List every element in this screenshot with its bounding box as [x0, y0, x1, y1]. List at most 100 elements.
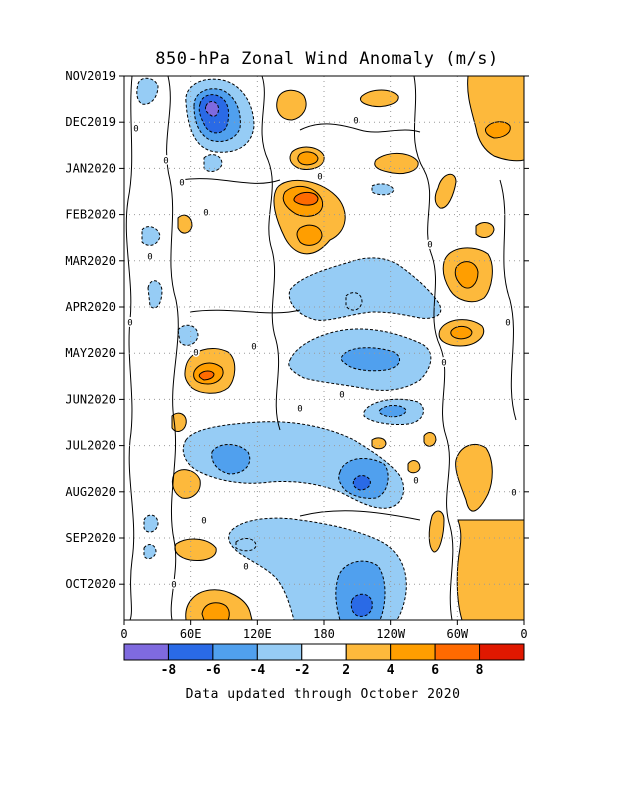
colorbar-tick-label: 2 — [342, 663, 350, 678]
contour-label: 0 — [133, 125, 138, 135]
contour-label: 0 — [127, 319, 132, 329]
contour-label: 0 — [171, 581, 176, 591]
colorbar-swatch — [301, 643, 347, 661]
positive-anomaly-region — [171, 469, 201, 499]
negative-anomaly-region — [235, 538, 257, 552]
positive-anomaly-region — [374, 153, 419, 175]
contour-label: 0 — [201, 517, 206, 527]
contour-label-bg — [412, 475, 420, 485]
positive-anomaly-region — [177, 214, 193, 234]
positive-anomaly-region — [276, 89, 307, 121]
x-tick-label: 180 — [313, 627, 335, 641]
negative-anomaly-region — [211, 444, 251, 475]
positive-anomaly-region — [297, 151, 319, 166]
colorbar-tick-label: -2 — [294, 663, 310, 678]
y-tick-label: MAR2020 — [65, 254, 116, 268]
contour-label-bg — [296, 403, 304, 413]
positive-anomaly-region — [454, 261, 479, 289]
y-tick-label: MAY2020 — [65, 346, 116, 360]
contour-label-bg — [146, 251, 154, 261]
contour-label-bg — [242, 561, 250, 571]
contour-label-bg — [316, 171, 324, 181]
positive-anomaly-region — [371, 437, 387, 450]
positive-anomaly-region — [174, 538, 217, 561]
y-tick-label: JUN2020 — [65, 392, 116, 406]
negative-anomaly-region — [371, 183, 395, 196]
positive-anomaly-region — [475, 222, 495, 238]
negative-anomaly-region — [141, 226, 161, 246]
negative-anomaly-region — [335, 560, 386, 621]
x-tick-label: 120W — [376, 627, 406, 641]
contour-label: 0 — [427, 241, 432, 251]
zero-contour-line — [189, 309, 301, 314]
negative-anomaly-region — [203, 154, 223, 172]
contour-label-bg — [338, 389, 346, 399]
negative-anomaly-region — [378, 405, 407, 418]
y-tick-label: JAN2020 — [65, 161, 116, 175]
negative-anomaly-region — [177, 324, 199, 346]
colorbar-swatch — [212, 643, 258, 661]
zero-contour-line — [179, 178, 281, 184]
y-tick-label: APR2020 — [65, 300, 116, 314]
y-axis: NOV2019 DEC2019 JAN2020 FEB2020 MAR2020 APR20… — [65, 69, 529, 591]
contour-label: 0 — [511, 489, 516, 499]
negative-anomaly-region — [136, 77, 159, 105]
colorbar-swatch — [479, 643, 525, 661]
contour-label-bg — [250, 341, 258, 351]
positive-anomaly-region — [434, 173, 457, 209]
colorbar-tick-label: -6 — [205, 663, 221, 678]
contour-label: 0 — [193, 349, 198, 359]
contour-label-bg — [162, 155, 170, 165]
y-tick-label: FEB2020 — [65, 208, 116, 222]
contour-label-layer: 0 0 0 0 0 0 0 0 0 0 0 0 0 0 0 0 0 0 0 0 — [126, 115, 518, 591]
x-tick-label: 60W — [446, 627, 468, 641]
y-tick-label: OCT2020 — [65, 577, 116, 591]
chart-title: 850-hPa Zonal Wind Anomaly (m/s) — [155, 49, 499, 69]
negative-anomaly-region — [143, 514, 159, 533]
colorbar-swatch — [434, 643, 481, 661]
colorbar-tick-label: -8 — [161, 663, 177, 678]
colorbar-tick-label: 6 — [431, 663, 439, 678]
y-tick-label: DEC2019 — [65, 115, 116, 129]
zero-contour-line — [299, 510, 421, 521]
negative-anomaly-region — [147, 280, 163, 309]
contour-label: 0 — [163, 157, 168, 167]
positive-anomaly-region — [485, 121, 511, 139]
contour-label: 0 — [505, 319, 510, 329]
y-tick-label: AUG2020 — [65, 485, 116, 499]
contour-label-bg — [440, 357, 448, 367]
colorbar-swatch — [256, 643, 303, 661]
positive-anomaly-region — [198, 370, 215, 381]
positive-anomaly-region — [455, 444, 493, 512]
footer-note: Data updated through October 2020 — [186, 687, 461, 702]
contour-label: 0 — [203, 209, 208, 219]
colorbar-swatch — [167, 643, 214, 661]
colorbar-tick-label: 8 — [476, 663, 484, 678]
contour-label: 0 — [251, 343, 256, 353]
zero-contour-layer — [125, 75, 517, 621]
contour-label: 0 — [243, 563, 248, 573]
negative-anomaly-region — [205, 101, 219, 117]
contour-label-bg — [192, 347, 200, 357]
colorbar-swatch — [123, 643, 169, 661]
negative-anomaly-region — [345, 292, 363, 311]
positive-anomaly-region — [407, 460, 421, 474]
positive-anomaly-region — [293, 191, 319, 206]
contour-label: 0 — [297, 405, 302, 415]
contour-label-bg — [426, 239, 434, 249]
x-tick-label: 120E — [243, 627, 272, 641]
zero-contour-line — [261, 75, 281, 431]
contour-label: 0 — [147, 253, 152, 263]
zero-contour-line — [166, 75, 179, 621]
colorbar: -8 -6 -4 -2 2 4 6 8 — [123, 643, 525, 678]
contour-label-bg — [126, 317, 134, 327]
negative-anomaly-region — [143, 544, 157, 560]
contour-label: 0 — [339, 391, 344, 401]
x-tick-label: 0 — [520, 627, 527, 641]
zero-contour-line — [413, 75, 454, 621]
colorbar-tick-label: 4 — [387, 663, 395, 678]
x-axis: 0 60E 120E 180 120W 60W 0 — [120, 620, 528, 641]
contour-label: 0 — [441, 359, 446, 369]
positive-anomaly-region — [423, 432, 437, 447]
